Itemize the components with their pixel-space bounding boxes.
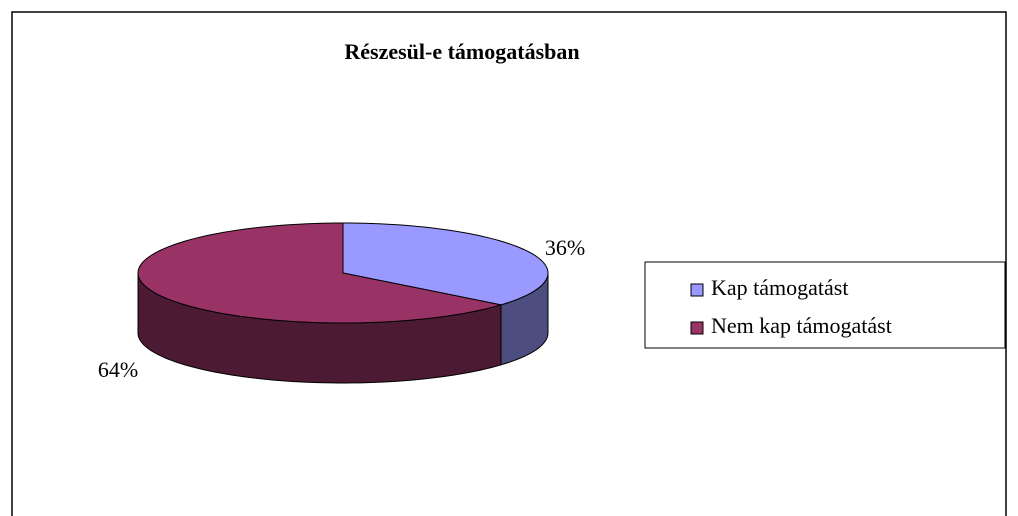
pie-slice — [137, 222, 502, 324]
legend-swatch — [690, 283, 704, 297]
legend-label: Nem kap támogatást — [711, 313, 892, 338]
legend-label: Kap támogatást — [711, 275, 848, 300]
chart-title: Részesül-e támogatásban — [344, 39, 579, 64]
pie-slice — [342, 222, 549, 306]
legend-swatch — [690, 321, 704, 335]
data-label: 64% — [98, 357, 138, 382]
chart-frame — [11, 11, 1007, 516]
data-label: 36% — [545, 235, 585, 260]
legend-box — [644, 261, 1006, 349]
